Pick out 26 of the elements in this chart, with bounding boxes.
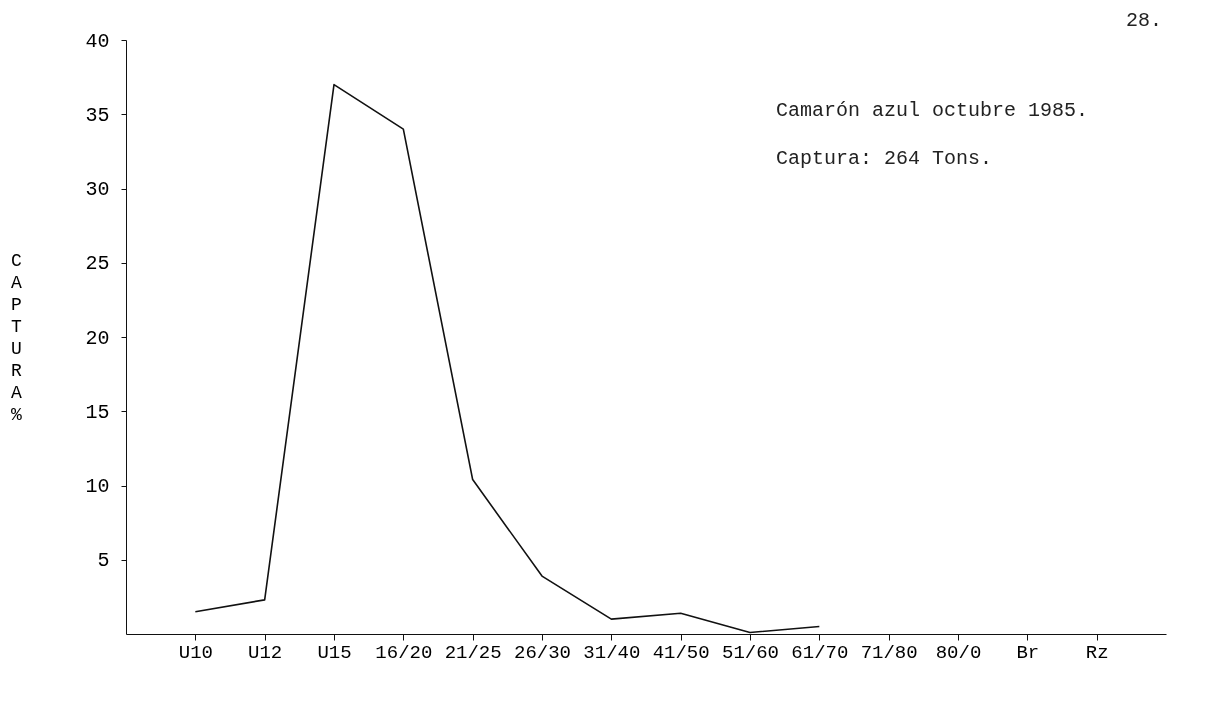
x-tick-label: U10 <box>178 641 213 664</box>
y-tick-label: 10 <box>85 475 110 498</box>
y-axis-title: CAPTURA % <box>11 250 23 425</box>
x-tick-label: 71/80 <box>860 641 918 664</box>
y-tick-label: 20 <box>85 326 110 350</box>
y-tick-label: 15 <box>85 400 110 424</box>
x-tick-label: 80/0 <box>935 641 982 664</box>
x-tick-label: Rz <box>1085 641 1109 664</box>
y-tick-label: 30 <box>85 178 110 201</box>
x-tick-label: 41/50 <box>652 641 710 664</box>
x-tick-label: U15 <box>317 641 352 664</box>
x-tick-label: 31/40 <box>583 641 641 664</box>
x-tick-label: U12 <box>248 641 283 664</box>
annotation: Camarón azul octubre 1985. <box>776 99 1089 122</box>
annotation: Captura: 264 Tons. <box>776 147 993 170</box>
x-tick-label: 21/25 <box>444 641 502 664</box>
x-tick-label: 51/60 <box>721 641 780 664</box>
y-tick-label: 5 <box>97 549 110 573</box>
y-tick-label: 40 <box>85 29 110 53</box>
x-tick-label: 16/20 <box>375 641 433 664</box>
x-tick-label: 61/70 <box>791 641 849 664</box>
y-tick-label: 35 <box>85 103 110 127</box>
x-tick-label: 26/30 <box>513 641 572 664</box>
y-tick-label: 25 <box>85 252 110 276</box>
text: 28. <box>1126 9 1163 32</box>
x-tick-label: Br <box>1016 641 1040 664</box>
